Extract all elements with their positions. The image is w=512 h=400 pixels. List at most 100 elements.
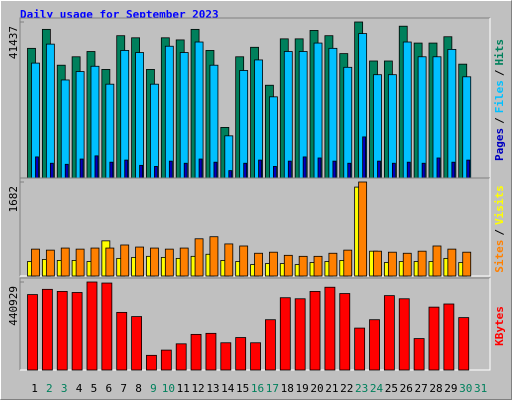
bar bbox=[398, 298, 410, 371]
bar bbox=[294, 298, 306, 371]
bar bbox=[60, 79, 70, 179]
bar bbox=[406, 161, 411, 179]
bar bbox=[41, 288, 53, 371]
bar bbox=[120, 244, 130, 277]
bar bbox=[328, 252, 338, 277]
legend: Pages / Files / Hits bbox=[493, 39, 506, 161]
legend-entry: Files bbox=[493, 80, 506, 113]
bar bbox=[362, 136, 367, 179]
bar bbox=[283, 51, 293, 179]
x-tick-label: 15 bbox=[236, 382, 249, 395]
x-tick-label: 13 bbox=[206, 382, 219, 395]
bar bbox=[254, 252, 263, 277]
bar bbox=[86, 281, 98, 371]
bar bbox=[131, 316, 142, 371]
x-tick-label: 5 bbox=[91, 382, 98, 395]
bar bbox=[451, 161, 456, 179]
legend-separator: / bbox=[493, 229, 506, 236]
bar bbox=[358, 181, 368, 277]
bar bbox=[443, 303, 455, 371]
x-tick-label: 4 bbox=[76, 382, 83, 395]
bar bbox=[194, 238, 204, 277]
legend-separator: / bbox=[493, 117, 506, 124]
y-tick-label: 1682 bbox=[7, 186, 20, 213]
bar bbox=[179, 52, 189, 179]
bar bbox=[190, 333, 202, 371]
x-tick-label: 17 bbox=[266, 382, 279, 395]
bar bbox=[183, 162, 188, 179]
bar bbox=[273, 166, 277, 179]
bar bbox=[56, 291, 68, 371]
bar bbox=[27, 294, 38, 371]
bar bbox=[309, 291, 321, 371]
panel-border bbox=[19, 17, 490, 178]
bar bbox=[135, 246, 144, 277]
x-tick-label: 6 bbox=[106, 382, 113, 395]
bar bbox=[387, 74, 397, 179]
bar bbox=[198, 158, 203, 179]
bar bbox=[383, 295, 395, 371]
bar bbox=[120, 50, 130, 179]
bar bbox=[421, 162, 426, 179]
y-tick-label: 440929 bbox=[7, 286, 20, 326]
bar bbox=[75, 248, 85, 277]
x-tick-label: 18 bbox=[281, 382, 294, 395]
bar bbox=[447, 248, 457, 277]
bar bbox=[124, 159, 129, 179]
bar bbox=[35, 156, 39, 179]
x-tick-label: 1 bbox=[31, 382, 38, 395]
bar bbox=[265, 319, 276, 371]
bar bbox=[194, 41, 204, 179]
bar bbox=[466, 159, 471, 179]
legend-entry: KBytes bbox=[493, 306, 506, 346]
bar bbox=[269, 251, 278, 277]
bar bbox=[224, 243, 234, 277]
bar bbox=[328, 47, 338, 179]
x-tick-label: 30 bbox=[459, 382, 472, 395]
bar bbox=[79, 158, 84, 179]
x-tick-label: 16 bbox=[251, 382, 264, 395]
x-tick-label: 27 bbox=[414, 382, 427, 395]
bar bbox=[343, 66, 353, 179]
bar bbox=[343, 249, 353, 277]
bar bbox=[243, 162, 248, 179]
x-tick-label: 3 bbox=[61, 382, 68, 395]
bar bbox=[432, 245, 442, 277]
bar bbox=[279, 297, 291, 371]
legend-entry: Sites bbox=[493, 240, 506, 273]
bar bbox=[436, 157, 441, 179]
bar bbox=[94, 155, 99, 179]
bar bbox=[462, 251, 472, 277]
x-tick-label: 12 bbox=[191, 382, 204, 395]
bar bbox=[347, 162, 352, 179]
legend-entry: Visits bbox=[493, 185, 506, 225]
bar bbox=[213, 161, 218, 179]
legend-separator: / bbox=[493, 69, 506, 76]
legend-entry: Pages bbox=[493, 128, 506, 161]
bar bbox=[354, 327, 366, 371]
bar bbox=[179, 247, 189, 277]
bar bbox=[101, 282, 113, 371]
bar bbox=[402, 41, 412, 179]
x-tick-label: 31 bbox=[474, 382, 487, 395]
x-tick-label: 11 bbox=[177, 382, 190, 395]
bar bbox=[332, 160, 337, 179]
x-tick-label: 2 bbox=[46, 382, 53, 395]
bar bbox=[324, 286, 336, 371]
bar bbox=[313, 255, 323, 277]
bar bbox=[447, 48, 457, 179]
legend-entry: Hits bbox=[493, 39, 506, 66]
bar bbox=[45, 249, 55, 277]
bar bbox=[269, 96, 278, 179]
x-tick-label: 7 bbox=[120, 382, 127, 395]
bar bbox=[154, 166, 158, 179]
legend: KBytes bbox=[493, 306, 506, 346]
x-tick-label: 25 bbox=[385, 382, 398, 395]
x-tick-label: 29 bbox=[444, 382, 457, 395]
bar bbox=[428, 306, 440, 371]
bar bbox=[391, 162, 396, 179]
bar bbox=[164, 248, 174, 277]
x-tick-label: 23 bbox=[355, 382, 368, 395]
